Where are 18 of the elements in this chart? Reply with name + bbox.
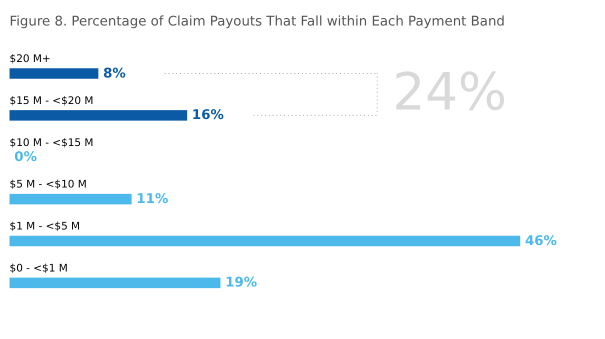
y-tick-label: $15 M - <$20 M [10, 94, 94, 107]
data-label: 19% [225, 276, 258, 291]
bar [10, 236, 520, 246]
y-tick-label: $1 M - <$5 M [10, 220, 80, 233]
y-tick-label: $0 - <$1 M [10, 262, 68, 274]
bar [10, 110, 188, 121]
data-label: 16% [192, 108, 224, 124]
y-tick-label: $20 M+ [10, 53, 51, 66]
data-label: 11% [136, 192, 168, 207]
chart-title: Figure 8. Percentage of Claim Payouts That Fall within Each Payment Band [10, 14, 505, 30]
bar [10, 68, 98, 79]
bar [10, 278, 220, 288]
bar [10, 194, 132, 204]
y-tick-label: $5 M - <$10 M [10, 178, 87, 191]
data-label: 46% [524, 234, 557, 249]
data-label: 0% [14, 150, 37, 166]
y-tick-label: $10 M - <$15 M [10, 136, 94, 149]
data-label: 8% [103, 66, 126, 82]
